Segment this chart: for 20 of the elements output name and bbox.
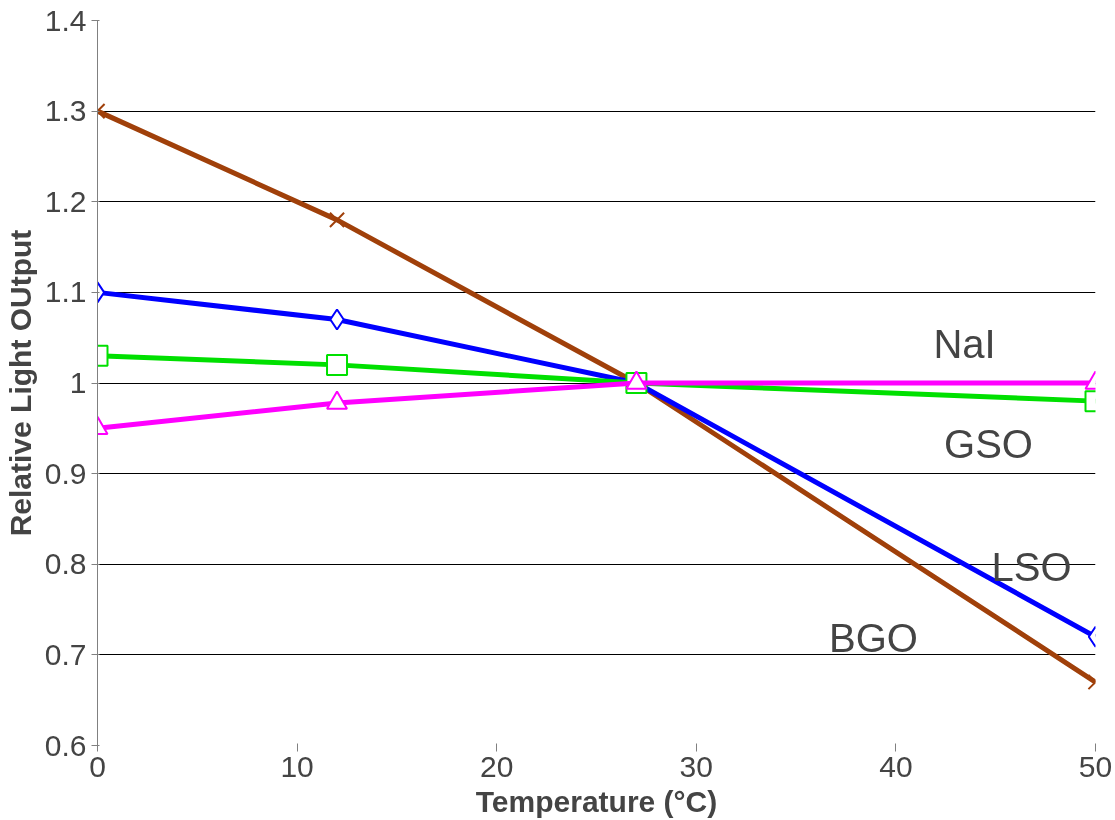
- x-tick-label: 40: [879, 749, 913, 783]
- x-tick-label: 50: [1078, 749, 1113, 783]
- y-tick-label: 0.6: [44, 728, 87, 762]
- y-tick-label: 1.3: [44, 94, 87, 128]
- x-tick-label: 0: [89, 749, 106, 783]
- y-axis-title: Relative Light OUtput: [3, 229, 37, 537]
- series-label: BGO: [829, 616, 918, 661]
- y-tick-label: 0.9: [44, 456, 87, 490]
- x-tick-label: 10: [280, 749, 314, 783]
- y-tick-label: 0.8: [44, 547, 87, 581]
- series-label: NaI: [933, 322, 996, 366]
- y-tick-label: 1.2: [44, 184, 87, 218]
- series-label: GSO: [944, 422, 1033, 467]
- x-tick-label: 20: [480, 749, 514, 783]
- x-tick-label: 30: [679, 749, 713, 783]
- y-tick-label: 1: [69, 366, 87, 399]
- y-tick-label: 1.1: [44, 275, 87, 309]
- x-axis-title: Temperature (°C): [475, 784, 718, 818]
- y-tick-label: 0.7: [44, 637, 87, 671]
- y-tick-label: 1.4: [44, 3, 87, 37]
